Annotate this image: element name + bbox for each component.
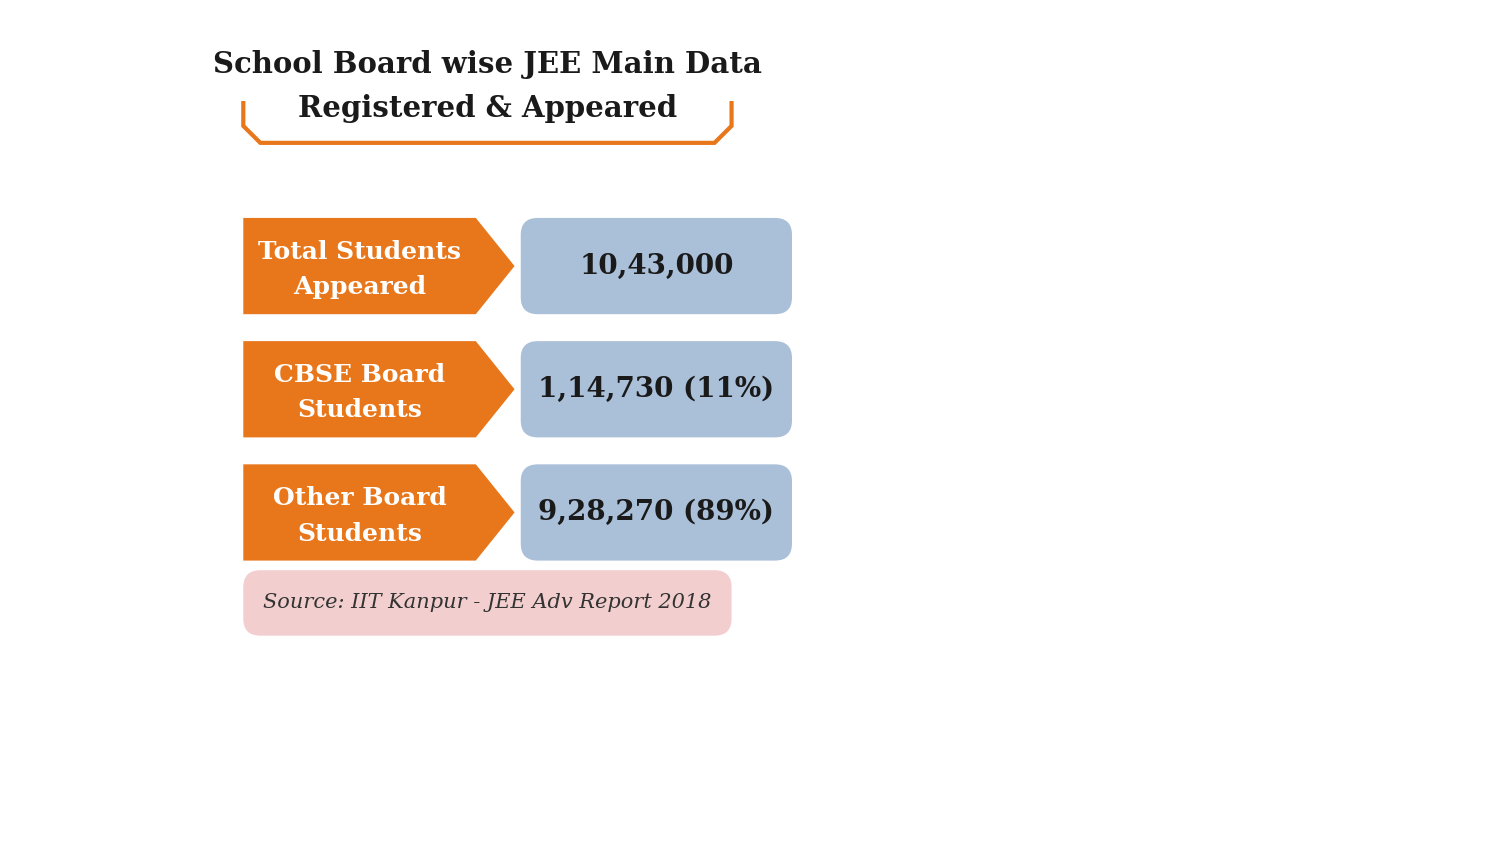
Text: Total Students: Total Students [258,240,460,263]
Text: Students: Students [297,398,422,423]
Text: Appeared: Appeared [292,275,426,300]
Polygon shape [243,218,514,314]
Polygon shape [243,464,514,560]
FancyBboxPatch shape [520,341,792,437]
Text: School Board wise JEE Main Data: School Board wise JEE Main Data [213,50,762,78]
Text: CBSE Board: CBSE Board [274,363,446,387]
Text: Other Board: Other Board [273,486,447,510]
FancyBboxPatch shape [243,571,732,636]
Text: Registered & Appeared: Registered & Appeared [298,94,676,123]
Text: Students: Students [297,522,422,545]
Text: 10,43,000: 10,43,000 [579,252,734,279]
Polygon shape [243,19,732,143]
Text: 1,14,730 (11%): 1,14,730 (11%) [538,376,774,403]
FancyBboxPatch shape [520,218,792,314]
Polygon shape [243,341,514,437]
Text: 9,28,270 (89%): 9,28,270 (89%) [538,499,774,526]
Text: Source: IIT Kanpur - JEE Adv Report 2018: Source: IIT Kanpur - JEE Adv Report 2018 [262,593,711,613]
FancyBboxPatch shape [520,464,792,560]
